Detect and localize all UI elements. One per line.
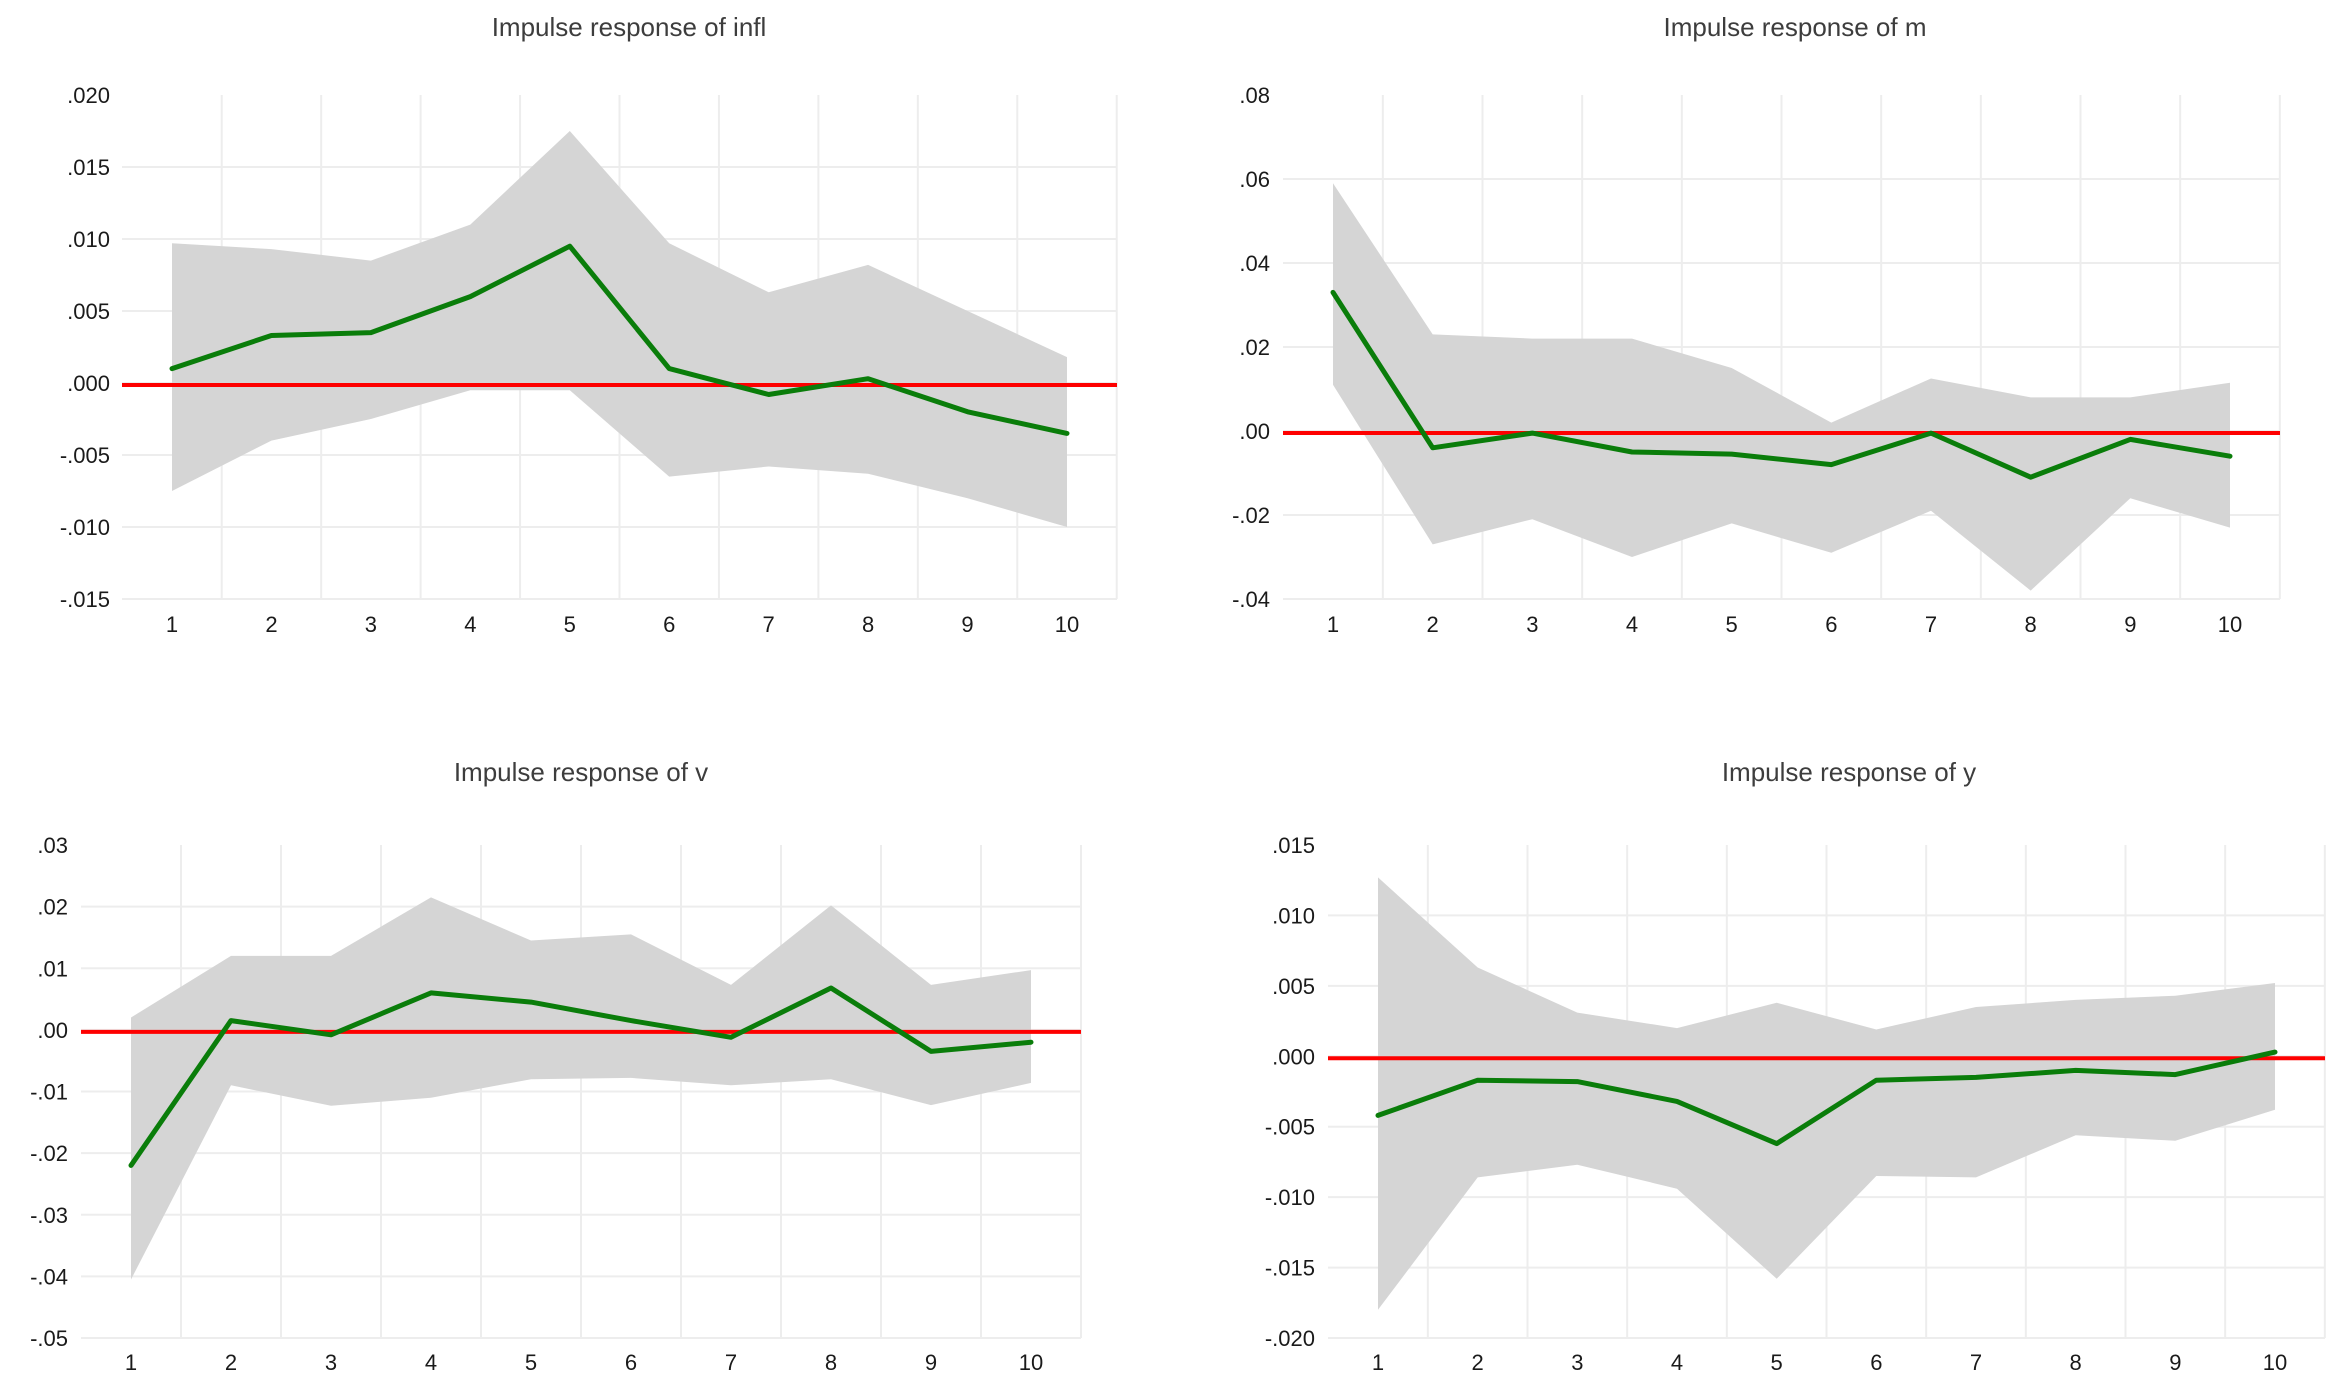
x-tick-label: 2 (265, 612, 277, 637)
confidence-band (172, 131, 1067, 527)
irf-line (169, 243, 1070, 436)
y-tick-label: -.015 (60, 587, 110, 612)
panel-infl: .020 .015 .010 .005 .000 -.005 -.010 -.015 1 2 3 4 5… (60, 83, 1118, 637)
y-tick-label: -.05 (30, 1326, 68, 1351)
y-tick-label: .000 (67, 371, 110, 396)
y-tick-label: .02 (37, 895, 68, 920)
y-tick-label: .06 (1239, 167, 1270, 192)
x-tick-label: 5 (1726, 612, 1738, 637)
y-tick-label: -.010 (1265, 1185, 1315, 1210)
panel-title-infl: Impulse response of infl (492, 12, 767, 42)
y-tick-label: .08 (1239, 83, 1270, 108)
x-tick-label: 7 (763, 612, 775, 637)
x-tick-label: 10 (2263, 1350, 2287, 1375)
y-tick-label: -.04 (1232, 587, 1270, 612)
y-tick-label: .005 (67, 299, 110, 324)
y-tick-label: .02 (1239, 335, 1270, 360)
y-tick-label: .01 (37, 956, 68, 981)
confidence-band (1378, 877, 2275, 1310)
irf-line (128, 985, 1034, 1168)
panel-y: .015 .010 .005 .000 -.005 -.010 -.015 -.020 1 2 3 4… (1265, 833, 2326, 1375)
x-tick-label: 10 (2218, 612, 2242, 637)
x-tick-label: 1 (1372, 1350, 1384, 1375)
x-tick-label: 1 (166, 612, 178, 637)
y-tick-label: .005 (1272, 974, 1315, 999)
x-tick-label: 3 (1526, 612, 1538, 637)
y-tick-label: .00 (37, 1018, 68, 1043)
y-tick-label: .010 (1272, 903, 1315, 928)
x-tick-label: 2 (1427, 612, 1439, 637)
x-tick-label: 8 (2025, 612, 2037, 637)
irf-line (1330, 289, 2233, 480)
y-tick-label: -.02 (1232, 503, 1270, 528)
x-tick-label: 4 (1671, 1350, 1683, 1375)
x-tick-label: 9 (2124, 612, 2136, 637)
x-tick-label: 6 (625, 1350, 637, 1375)
x-tick-label: 9 (961, 612, 973, 637)
x-tick-label: 6 (1870, 1350, 1882, 1375)
x-tick-label: 1 (1327, 612, 1339, 637)
x-tick-label: 7 (1925, 612, 1937, 637)
y-tick-label: -.020 (1265, 1326, 1315, 1351)
x-tick-label: 6 (1825, 612, 1837, 637)
x-tick-label: 5 (525, 1350, 537, 1375)
y-tick-label: .015 (1272, 833, 1315, 858)
irf-line (1375, 1049, 2278, 1147)
y-tick-label: -.005 (60, 443, 110, 468)
y-tick-label: -.005 (1265, 1115, 1315, 1140)
y-tick-label: .015 (67, 155, 110, 180)
x-tick-label: 4 (425, 1350, 437, 1375)
y-tick-label: -.04 (30, 1264, 68, 1289)
x-tick-label: 6 (663, 612, 675, 637)
x-tick-label: 3 (1571, 1350, 1583, 1375)
x-tick-label: 5 (1771, 1350, 1783, 1375)
x-tick-label: 7 (1970, 1350, 1982, 1375)
y-tick-label: .000 (1272, 1044, 1315, 1069)
confidence-band (131, 897, 1031, 1280)
x-tick-label: 2 (1472, 1350, 1484, 1375)
y-tick-label: .020 (67, 83, 110, 108)
y-tick-label: .00 (1239, 419, 1270, 444)
x-tick-label: 4 (1626, 612, 1638, 637)
x-tick-label: 3 (365, 612, 377, 637)
x-tick-label: 3 (325, 1350, 337, 1375)
y-tick-label: .03 (37, 833, 68, 858)
panel-v: .03 .02 .01 .00 -.01 -.02 -.03 -.04 -.05 1 2 3 4 5 6 7 8… (30, 833, 1082, 1375)
x-tick-label: 8 (2070, 1350, 2082, 1375)
x-tick-label: 5 (564, 612, 576, 637)
panel-m: .08 .06 .04 .02 .00 -.02 -.04 1 2 3 4 5 6 7 8 9 10 (1232, 83, 2281, 637)
confidence-band (1333, 183, 2230, 591)
x-tick-label: 4 (464, 612, 476, 637)
x-tick-label: 10 (1055, 612, 1079, 637)
x-tick-label: 9 (925, 1350, 937, 1375)
panel-title-y: Impulse response of y (1722, 757, 1976, 787)
panel-title-m: Impulse response of m (1663, 12, 1926, 42)
x-tick-label: 1 (125, 1350, 137, 1375)
y-tick-label: -.015 (1265, 1256, 1315, 1281)
x-tick-label: 9 (2169, 1350, 2181, 1375)
y-tick-label: -.01 (30, 1080, 68, 1105)
panel-title-v: Impulse response of v (454, 757, 708, 787)
x-tick-label: 8 (825, 1350, 837, 1375)
x-tick-label: 7 (725, 1350, 737, 1375)
y-tick-label: .04 (1239, 251, 1270, 276)
y-tick-label: -.010 (60, 515, 110, 540)
x-tick-label: 2 (225, 1350, 237, 1375)
x-tick-label: 10 (1019, 1350, 1043, 1375)
y-tick-label: .010 (67, 227, 110, 252)
y-tick-label: -.03 (30, 1203, 68, 1228)
x-tick-label: 8 (862, 612, 874, 637)
y-tick-label: -.02 (30, 1141, 68, 1166)
